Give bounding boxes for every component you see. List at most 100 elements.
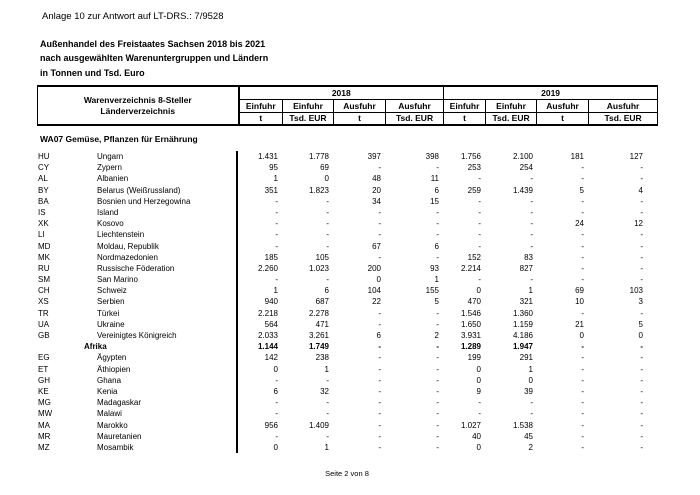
value-cell: - [530, 409, 533, 419]
value-cell: 4.186 [512, 331, 533, 340]
value-cell: 564 [264, 319, 278, 329]
value-cell: - [640, 275, 643, 285]
value-cell: - [326, 275, 329, 285]
value-cell: - [326, 431, 329, 441]
value-cell: - [581, 263, 584, 273]
value-cell: 1 [324, 442, 329, 452]
value-cell: - [378, 252, 381, 262]
value-cell: - [530, 241, 533, 251]
value-cell: 20 [372, 185, 381, 195]
table-row: CY Zypern 95 69 - - 253 254 - - [37, 162, 657, 174]
value-cell: 3.261 [308, 331, 329, 340]
value-cell: - [378, 230, 381, 240]
country-name: Albanien [97, 174, 129, 184]
country-label-cell: XK Kosovo [37, 218, 238, 230]
value-cell: 6 [324, 286, 329, 296]
country-name: Äthiopien [97, 364, 131, 374]
table-row: LI Liechtenstein - - - - - - - - [37, 229, 657, 241]
country-name: Moldau, Republik [97, 241, 159, 251]
header-label-line1: Warenverzeichnis 8-Steller [83, 94, 192, 105]
value-cell: 2.260 [257, 263, 278, 273]
value-cell: 398 [425, 152, 439, 161]
value-cell: 10 [575, 297, 584, 307]
value-cell: - [436, 319, 439, 329]
value-cell: - [581, 230, 584, 240]
country-name: San Marino [97, 275, 138, 285]
country-name: Vereinigtes Königreich [97, 331, 177, 340]
value-cell: - [326, 219, 329, 229]
table-row: CH Schweiz 1 6 104 155 0 1 69 103 [37, 285, 657, 297]
country-label-cell: MZ Mosambik [37, 441, 238, 454]
country-code: BY [38, 185, 49, 195]
table-row: EG Ägypten 142 238 - - 199 291 - - [37, 352, 657, 364]
table-row: MW Malawi - - - - - - - - [37, 408, 657, 420]
header-label-cell: Warenverzeichnis 8-Steller Länderverzeic… [37, 85, 240, 126]
country-code: KE [38, 386, 49, 396]
value-cell: - [326, 241, 329, 251]
value-cell: - [640, 241, 643, 251]
country-label-cell: MR Mauretanien [37, 430, 238, 442]
country-name: Malawi [97, 409, 122, 419]
value-cell: - [275, 241, 278, 251]
value-cell: - [640, 308, 643, 318]
table-row: KE Kenia 6 32 - - 9 39 - - [37, 385, 657, 398]
country-name: Island [97, 207, 119, 217]
flow-header: Einfuhr [443, 98, 487, 113]
value-cell: - [581, 241, 584, 251]
country-label-cell: EG Ägypten [37, 352, 238, 364]
value-cell: 9 [476, 386, 481, 396]
table-row: ET Äthiopien 0 1 - - 0 1 - - [37, 363, 657, 375]
value-cell: 291 [519, 353, 533, 363]
country-code: GB [38, 331, 50, 340]
flow-header: Ausfuhr [384, 98, 445, 113]
table-row: GH Ghana - - - - 0 0 - - [37, 374, 657, 386]
value-cell: 0 [376, 275, 381, 285]
country-label-cell: HU Ungarn [37, 151, 238, 163]
value-cell: - [530, 196, 533, 206]
table-row: BY Belarus (Weißrussland) 351 1.823 20 6 … [37, 184, 657, 196]
flow-header: Einfuhr [485, 98, 538, 113]
value-cell: - [436, 442, 439, 452]
country-code: MG [38, 398, 51, 408]
country-name: Mosambik [97, 442, 134, 452]
value-cell: - [478, 275, 481, 285]
value-cell: 6 [434, 185, 439, 195]
value-cell: 200 [367, 263, 381, 273]
value-cell: - [378, 398, 381, 408]
country-label-cell: BA Bosnien und Herzegowina [37, 195, 238, 207]
value-cell: - [530, 207, 533, 217]
value-cell: 48 [372, 174, 381, 184]
value-cell: 21 [575, 319, 584, 329]
value-cell: 1.431 [257, 152, 278, 161]
value-cell: - [581, 252, 584, 262]
flow-header: Ausfuhr [333, 98, 386, 113]
country-code: MA [38, 420, 50, 430]
country-code: HU [38, 152, 50, 161]
value-cell: 470 [467, 297, 481, 307]
value-cell: - [581, 431, 584, 441]
header-label-line2: Länderverzeichnis [100, 105, 176, 116]
value-cell: 24 [575, 219, 584, 229]
country-code: CY [38, 163, 50, 173]
value-cell: 2.100 [512, 152, 533, 161]
flow-header: Einfuhr [282, 98, 334, 113]
unit-header: t [333, 111, 386, 126]
country-name: Afrika [84, 342, 107, 352]
country-name: Serbien [97, 297, 125, 307]
country-label-cell: MK Nordmazedonien [37, 251, 238, 263]
value-cell: 0 [476, 442, 481, 452]
value-cell: 6 [376, 331, 381, 340]
unit-header: Tsd. EUR [588, 111, 659, 126]
value-cell: - [640, 207, 643, 217]
value-cell: 397 [367, 152, 381, 161]
country-name: Russische Föderation [97, 263, 175, 273]
value-cell: - [581, 442, 584, 452]
value-cell: - [478, 409, 481, 419]
unit-header: Tsd. EUR [282, 111, 334, 126]
country-label-cell: ET Äthiopien [37, 363, 238, 375]
value-cell: - [275, 207, 278, 217]
value-cell: 1.023 [308, 263, 329, 273]
value-cell: 0 [579, 331, 584, 340]
unit-header: t [443, 111, 487, 126]
table-row: MR Mauretanien - - - - 40 45 - - [37, 430, 657, 442]
